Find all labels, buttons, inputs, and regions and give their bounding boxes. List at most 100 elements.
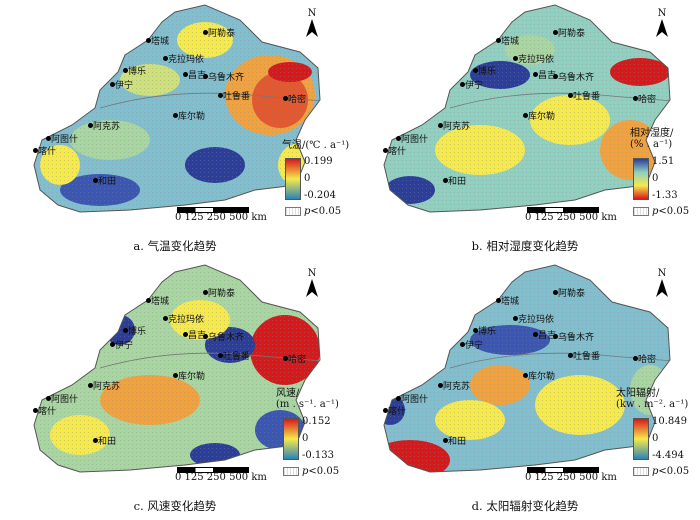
city-marker	[110, 82, 115, 87]
city-label: 喀什	[388, 147, 407, 157]
city-label: 阿克苏	[93, 122, 121, 132]
legend-b-title-2: (% . a⁻¹)	[630, 139, 673, 150]
city-label: 库尔勒	[528, 372, 556, 382]
north-label: N	[307, 268, 317, 279]
city-label: 吐鲁番	[223, 92, 251, 102]
significance-c: p<0.05	[283, 466, 339, 477]
p-symbol-c: p	[302, 466, 309, 477]
legend-a-mid: 0	[304, 173, 311, 184]
city-marker	[460, 342, 465, 347]
scale-labels-b: 0 125 250 500 km	[525, 212, 617, 223]
city-label: 哈密	[288, 95, 307, 105]
p-threshold-d: <0.05	[658, 466, 690, 477]
city-marker	[553, 30, 558, 35]
city-marker	[163, 316, 168, 321]
city-label: 乌鲁木齐	[558, 333, 595, 343]
legend-c-mid: 0	[302, 433, 309, 444]
legend-b: 相对湿度/ (% . a⁻¹)	[630, 128, 673, 150]
city-label: 伊宁	[465, 341, 484, 351]
city-label: 阿克苏	[443, 122, 471, 132]
caption-b: b. 相对湿度变化趋势	[471, 239, 579, 253]
city-marker	[523, 113, 528, 118]
city-marker	[123, 68, 128, 73]
city-marker	[513, 56, 518, 61]
map-d	[383, 264, 671, 473]
city-marker	[283, 96, 288, 101]
panel-c: N 风速/ (m . s⁻¹. a⁻¹) 0.152 0 -0.133 0 12…	[0, 260, 350, 520]
city-label: 克拉玛依	[518, 55, 555, 65]
legend-d-title-2: (kw . m⁻². a⁻¹)	[616, 399, 689, 410]
city-label: 喀什	[38, 407, 57, 417]
city-marker	[183, 332, 188, 337]
legend-c-title-2: (m . s⁻¹. a⁻¹)	[276, 399, 339, 410]
city-label: 喀什	[38, 147, 57, 157]
scalebar-d	[527, 467, 599, 473]
city-label: 克拉玛依	[518, 315, 555, 325]
scale-labels-d: 0 125 250 500 km	[525, 472, 617, 483]
city-marker	[203, 334, 208, 339]
color-ramp-d	[633, 418, 649, 460]
city-label: 博乐	[128, 67, 147, 77]
city-marker	[383, 408, 388, 413]
city-label: 阿勒泰	[208, 29, 236, 39]
north-arrow-icon	[656, 19, 668, 37]
city-label: 吐鲁番	[573, 352, 601, 362]
city-label: 博乐	[478, 67, 497, 77]
city-marker	[438, 383, 443, 388]
city-label: 阿图什	[51, 135, 79, 145]
city-label: 哈密	[638, 95, 657, 105]
city-label: 阿图什	[401, 135, 429, 145]
legend-a-max: 0.199	[304, 156, 333, 167]
p-threshold-a: <0.05	[310, 206, 342, 217]
city-marker	[93, 438, 98, 443]
city-marker	[183, 72, 188, 77]
north-label: N	[307, 8, 317, 19]
city-marker	[473, 68, 478, 73]
city-marker	[93, 178, 98, 183]
north-label: N	[657, 8, 667, 19]
city-marker	[173, 373, 178, 378]
city-marker	[443, 178, 448, 183]
city-marker	[33, 148, 38, 153]
color-ramp-a	[285, 158, 301, 200]
city-marker	[218, 353, 223, 358]
city-marker	[553, 290, 558, 295]
north-arrow: N	[650, 8, 674, 37]
north-label: N	[657, 268, 667, 279]
city-marker	[218, 93, 223, 98]
city-label: 克拉玛依	[168, 55, 205, 65]
north-arrow-icon	[306, 19, 318, 37]
city-marker	[396, 396, 401, 401]
significance-a: p<0.05	[285, 206, 341, 217]
p-threshold-c: <0.05	[308, 466, 340, 477]
color-ramp-c	[283, 418, 299, 460]
city-label: 昌吉	[538, 71, 557, 81]
city-label: 阿勒泰	[208, 289, 236, 299]
north-arrow: N	[300, 268, 324, 297]
city-label: 吐鲁番	[573, 92, 601, 102]
city-label: 伊宁	[115, 341, 134, 351]
city-label: 和田	[98, 437, 117, 447]
city-marker	[473, 328, 478, 333]
city-marker	[33, 408, 38, 413]
city-label: 昌吉	[188, 71, 207, 81]
city-marker	[553, 74, 558, 79]
legend-d-mid: 0	[652, 433, 659, 444]
city-marker	[203, 30, 208, 35]
city-label: 阿勒泰	[558, 29, 586, 39]
city-marker	[568, 353, 573, 358]
p-threshold-b: <0.05	[658, 206, 690, 217]
legend-b-min: -1.33	[652, 190, 678, 201]
city-label: 库尔勒	[178, 112, 206, 122]
city-label: 博乐	[478, 327, 497, 337]
city-label: 库尔勒	[528, 112, 556, 122]
city-marker	[203, 290, 208, 295]
legend-c: 风速/ (m . s⁻¹. a⁻¹)	[276, 388, 339, 410]
map-c	[33, 264, 321, 473]
city-marker	[146, 38, 151, 43]
city-label: 阿图什	[51, 395, 79, 405]
city-label: 和田	[98, 177, 117, 187]
legend-a-min: -0.204	[304, 190, 337, 201]
legend-c-max: 0.152	[302, 416, 331, 427]
city-marker	[173, 113, 178, 118]
